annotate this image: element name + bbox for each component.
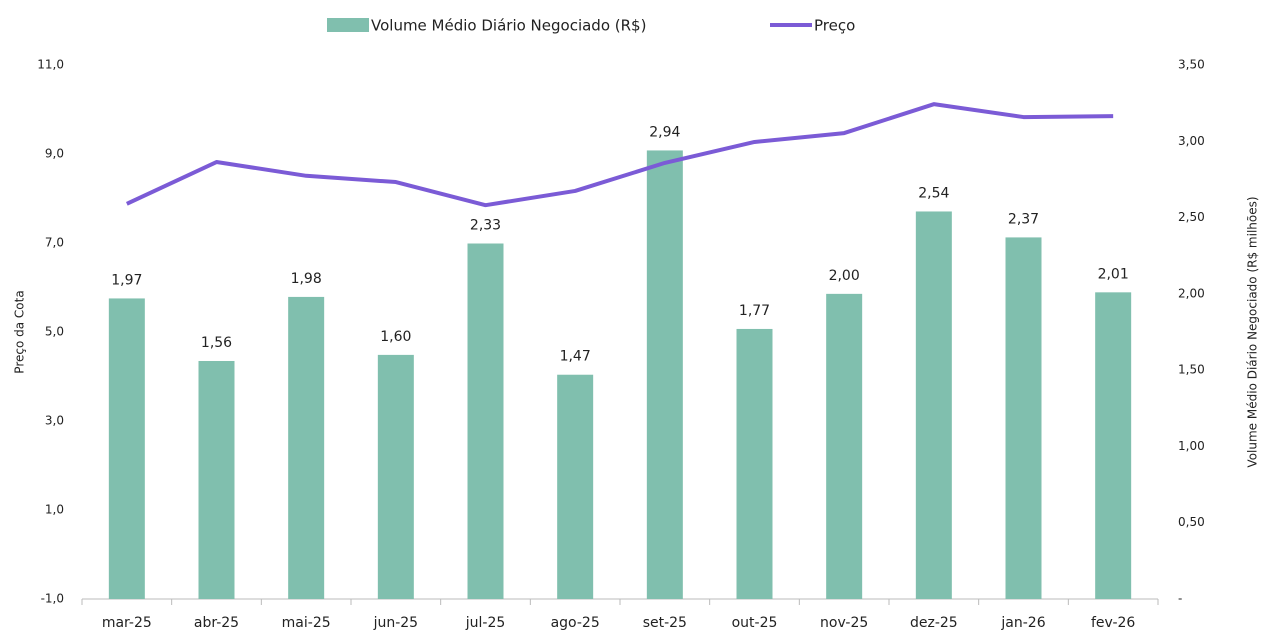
bar	[198, 360, 235, 599]
bar	[108, 298, 145, 599]
x-tick-label: out-25	[732, 615, 778, 631]
x-tick-label: jul-25	[465, 615, 506, 631]
data-label: 2,54	[918, 185, 949, 201]
y2-tick-label: 1,00	[1178, 439, 1205, 453]
y2-tick-label: -	[1178, 592, 1182, 606]
x-tick-label: jun-25	[373, 615, 419, 631]
bar	[377, 354, 414, 599]
y2-tick-label: 2,00	[1178, 286, 1205, 300]
y-tick-label: 7,0	[45, 236, 64, 250]
bar	[646, 150, 683, 599]
data-label: 2,00	[829, 268, 860, 284]
y-tick-label: 5,0	[45, 325, 64, 339]
x-tick-label: dez-25	[910, 615, 958, 631]
y2-tick-label: 1,50	[1178, 363, 1205, 377]
x-tick-label: ago-25	[551, 615, 600, 631]
x-tick-label: set-25	[643, 615, 687, 631]
y-axis-title: Preço da Cota	[13, 290, 27, 373]
legend-label: Preço	[814, 17, 855, 35]
x-tick-label: fev-26	[1091, 615, 1135, 631]
x-tick-label: nov-25	[820, 615, 868, 631]
y2-tick-label: 2,50	[1178, 210, 1205, 224]
data-label: 1,98	[291, 271, 322, 287]
bar	[1095, 292, 1132, 599]
y-tick-label: 3,0	[45, 414, 64, 428]
y-tick-label: -1,0	[41, 592, 64, 606]
x-tick-label: jan-26	[1000, 615, 1045, 631]
bar	[1005, 237, 1042, 600]
data-label: 1,97	[111, 272, 142, 288]
data-label: 1,60	[380, 329, 411, 345]
bar	[288, 296, 325, 599]
data-label: 1,47	[560, 349, 591, 365]
y-tick-label: 1,0	[45, 503, 64, 517]
x-tick-label: mar-25	[102, 615, 152, 631]
bar	[736, 328, 773, 599]
data-label: 2,33	[470, 218, 501, 234]
legend-label: Volume Médio Diário Negociado (R$)	[371, 17, 646, 35]
data-label: 2,94	[649, 124, 680, 140]
price-line	[125, 102, 1114, 208]
bar	[915, 211, 952, 599]
bar	[557, 374, 594, 599]
data-label: 2,01	[1098, 266, 1129, 282]
y2-axis-title: Volume Médio Diário Negociado (R$ milhõe…	[1246, 196, 1260, 467]
y-tick-label: 9,0	[45, 147, 64, 161]
x-tick-label: abr-25	[194, 615, 239, 631]
data-label: 2,37	[1008, 211, 1039, 227]
y2-tick-label: 0,50	[1178, 515, 1205, 529]
y-tick-label: 11,0	[37, 58, 64, 72]
bar	[467, 243, 504, 599]
legend-swatch	[327, 18, 369, 32]
y2-tick-label: 3,50	[1178, 58, 1205, 72]
data-label: 1,77	[739, 303, 770, 319]
data-label: 1,56	[201, 335, 232, 351]
x-tick-label: mai-25	[282, 615, 331, 631]
y2-tick-label: 3,00	[1178, 134, 1205, 148]
bar	[826, 293, 863, 599]
